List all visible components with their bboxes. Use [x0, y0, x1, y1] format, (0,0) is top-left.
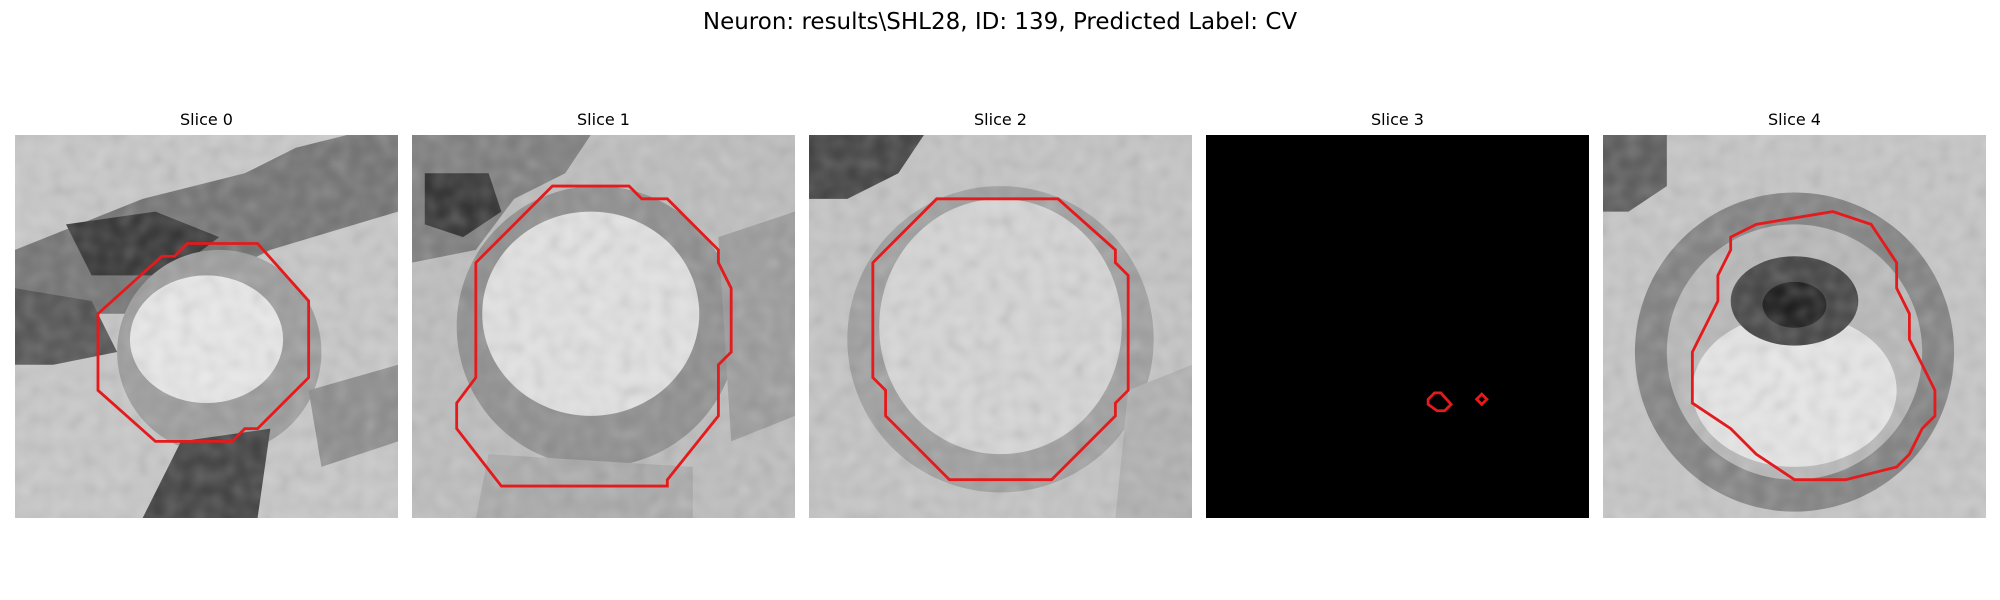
- slice-title-4: Slice 4: [1603, 110, 1986, 130]
- slice-panel-3: Slice 3: [1206, 110, 1589, 520]
- slice-image-2: [809, 135, 1192, 518]
- slice-image-4: [1603, 135, 1986, 518]
- figure-title: Neuron: results\SHL28, ID: 139, Predicte…: [0, 8, 2000, 36]
- slice-title-2: Slice 2: [809, 110, 1192, 130]
- slice-title-3: Slice 3: [1206, 110, 1589, 130]
- slice-title-1: Slice 1: [412, 110, 795, 130]
- slice-image-1: [412, 135, 795, 518]
- slice-panel-0: Slice 0: [15, 110, 398, 520]
- slice-panel-1: Slice 1: [412, 110, 795, 520]
- slice-panel-2: Slice 2: [809, 110, 1192, 520]
- slice-image-0: [15, 135, 398, 518]
- slice-title-0: Slice 0: [15, 110, 398, 130]
- slice-image-3: [1206, 135, 1589, 518]
- slice-panel-4: Slice 4: [1603, 110, 1986, 520]
